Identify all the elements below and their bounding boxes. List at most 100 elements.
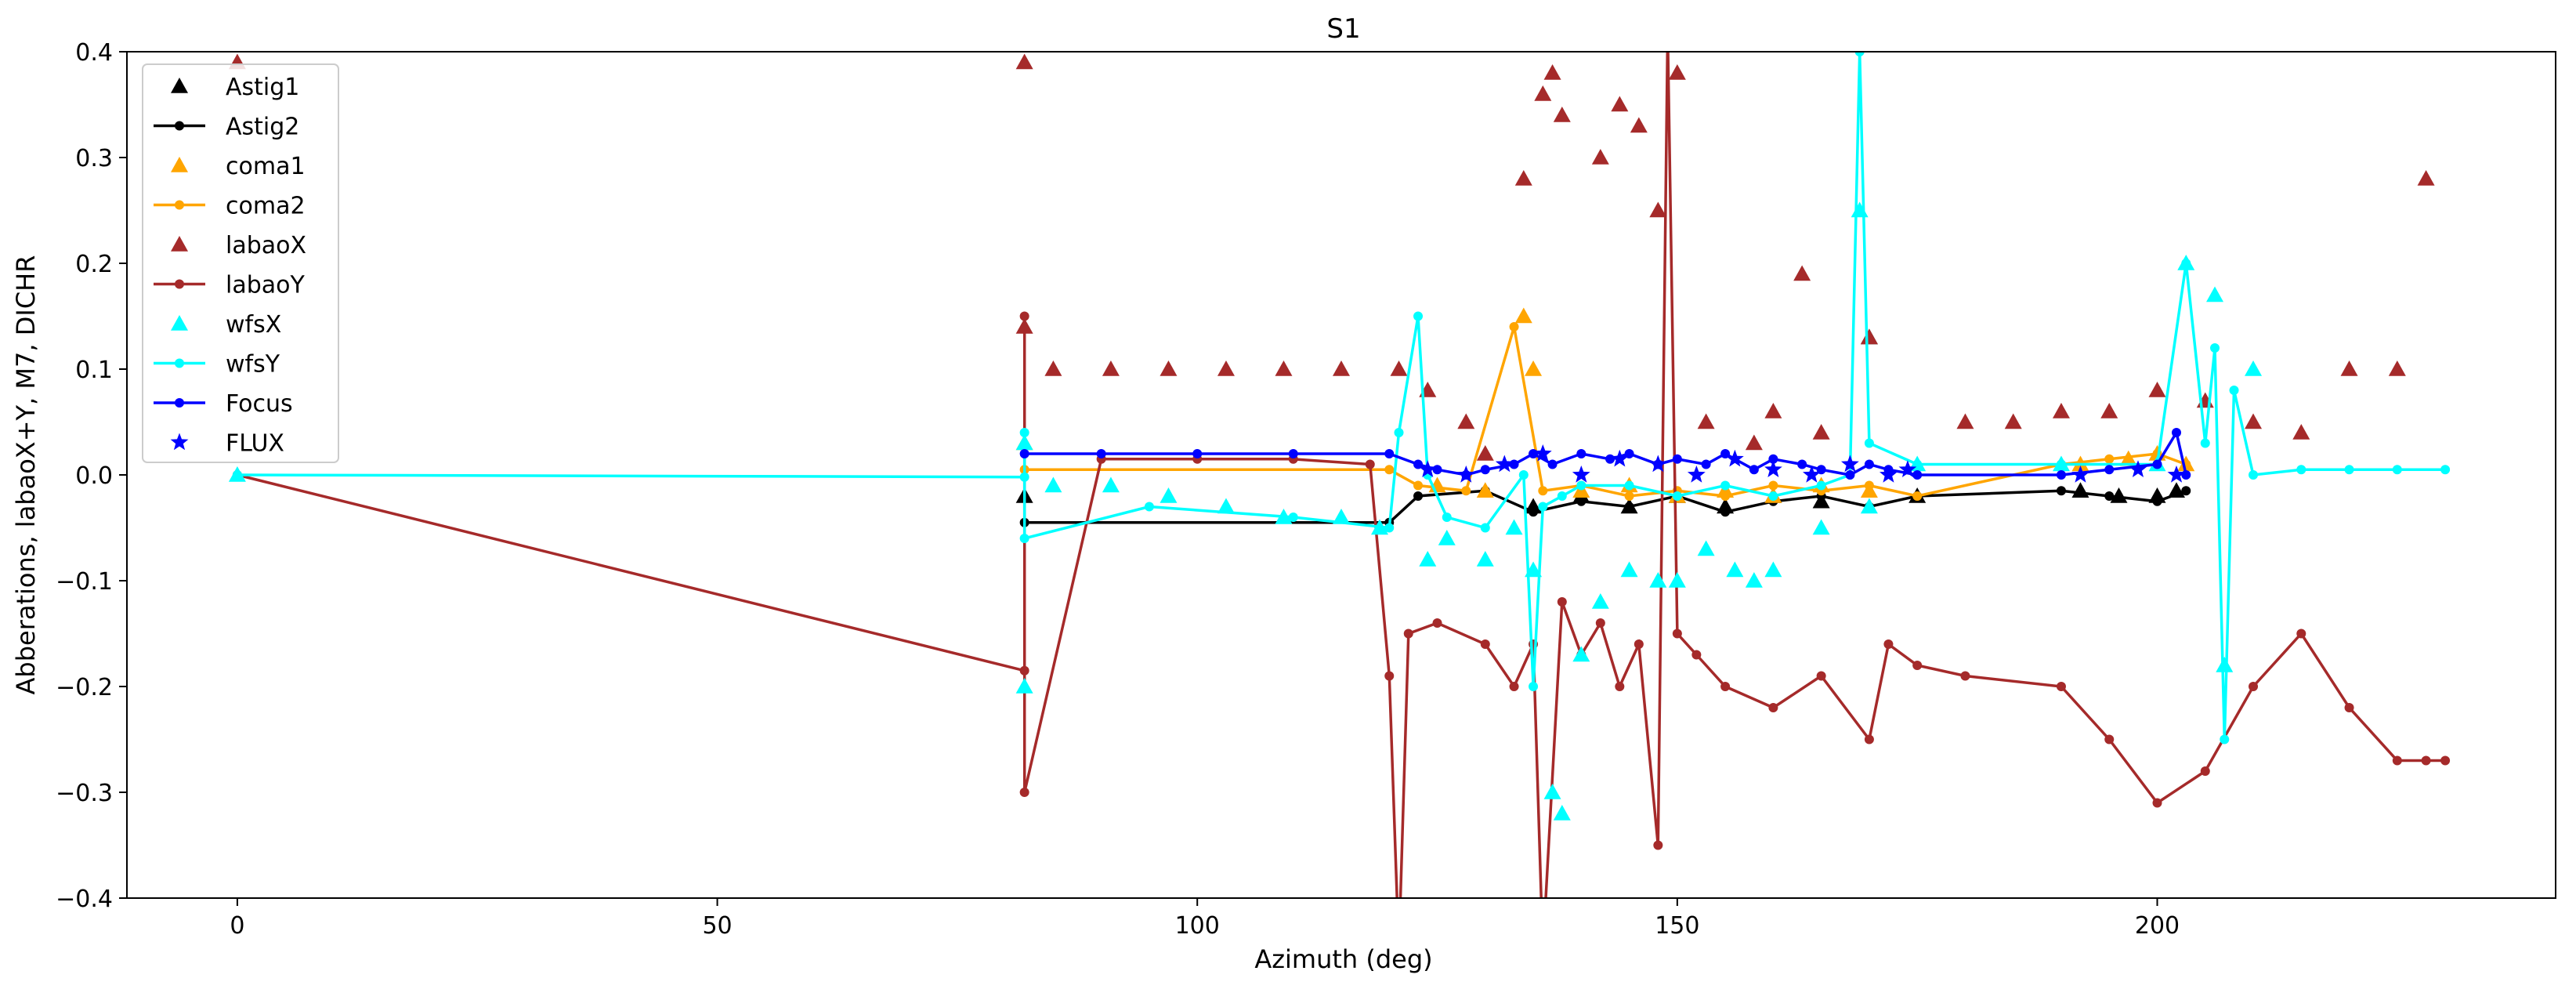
point-labaox: [1217, 360, 1235, 376]
point-wfsy: [1557, 491, 1567, 501]
point-wfsy: [1720, 480, 1731, 491]
point-coma2: [1538, 486, 1548, 496]
point-focus: [1384, 449, 1395, 458]
legend-item-astig1: Astig1: [171, 74, 299, 101]
point-wfsx: [1217, 498, 1235, 514]
point-focus: [1864, 459, 1874, 469]
point-wfsx: [1812, 519, 1830, 535]
point-flux: [1726, 449, 1744, 467]
point-labaoy: [1663, 26, 1673, 35]
point-coma2: [2104, 454, 2115, 464]
point-astig2: [2104, 491, 2115, 501]
point-labaoy: [1019, 788, 1029, 797]
y-tick-label: −0.2: [56, 674, 113, 701]
point-labaoy: [1595, 618, 1605, 628]
point-wfsy: [1394, 428, 1404, 437]
x-axis-label: Azimuth (deg): [1254, 944, 1432, 974]
point-wfsx: [1015, 678, 1033, 694]
point-wfsx: [1333, 509, 1350, 524]
point-labaoy: [1816, 671, 1826, 681]
point-labaox: [2052, 403, 2070, 418]
point-labaox: [1668, 64, 1686, 80]
point-focus: [1432, 465, 1442, 475]
point-wfsy: [1019, 534, 1029, 543]
point-focus: [2056, 470, 2066, 480]
point-wfsx: [1726, 561, 1744, 578]
point-flux: [1495, 455, 1514, 473]
legend-label: FLUX: [226, 430, 284, 458]
point-labaoy: [1557, 597, 1567, 607]
point-astig2: [1413, 491, 1424, 501]
point-wfsx: [2206, 286, 2224, 302]
legend: Astig1 Astig2 coma1 coma2 labaoX labaoY wfsX wf…: [142, 63, 339, 463]
point-labaox: [1543, 64, 1561, 80]
y-tick-label: 0.0: [75, 462, 113, 490]
point-labaox: [1476, 445, 1494, 461]
legend-marker: [171, 157, 188, 172]
point-labaox: [1793, 265, 1811, 281]
point-wfsy: [1518, 470, 1529, 480]
point-coma1: [1525, 360, 1543, 376]
point-flux: [1648, 455, 1667, 473]
point-wfsy: [1019, 428, 1029, 437]
point-labaoy: [1768, 703, 1778, 712]
point-labaoy: [2296, 629, 2306, 639]
point-flux: [1841, 455, 1859, 473]
legend-label: labaoX: [226, 232, 306, 259]
point-wfsy: [232, 470, 242, 480]
point-focus: [1576, 449, 1586, 458]
point-coma2: [1384, 465, 1395, 475]
legend-marker: [175, 200, 184, 210]
point-astig1: [2071, 482, 2089, 498]
point-coma2: [1624, 491, 1634, 501]
point-flux: [1418, 460, 1437, 477]
legend-item-astig2: Astig2: [154, 114, 299, 141]
point-labaox: [1514, 170, 1532, 186]
point-focus: [1480, 465, 1490, 475]
point-wfsx: [1572, 646, 1590, 662]
series-flux: [1418, 444, 2186, 483]
point-astig2: [1720, 507, 1731, 517]
point-focus: [1768, 454, 1778, 464]
point-focus: [1605, 454, 1615, 464]
point-labaoy: [2249, 682, 2259, 691]
point-labaoy: [1019, 665, 1029, 676]
y-tick-label: −0.1: [56, 568, 113, 596]
y-tick-label: −0.3: [56, 780, 113, 807]
x-tick-label: 150: [1655, 912, 1699, 940]
point-labaoy: [1538, 947, 1547, 956]
point-labaox: [1764, 403, 1782, 418]
point-labaox: [1390, 360, 1408, 376]
point-labaoy: [1883, 639, 1894, 649]
legend-item-flux: FLUX: [170, 430, 284, 458]
point-flux: [1533, 444, 1552, 462]
point-wfsy: [2056, 459, 2066, 469]
point-wfsy: [2229, 386, 2239, 395]
legend-label: coma1: [226, 153, 306, 180]
legend-item-coma1: coma1: [171, 153, 306, 180]
point-labaoy: [2421, 755, 2431, 766]
point-wfsy: [1442, 513, 1452, 522]
point-astig2: [1624, 502, 1634, 512]
point-wfsy: [2220, 734, 2230, 744]
point-wfsy: [2200, 438, 2210, 448]
point-wfsy: [1576, 480, 1586, 491]
point-wfsy: [1624, 480, 1634, 491]
point-wfsx: [1668, 572, 1686, 588]
point-focus: [2104, 465, 2115, 475]
point-labaox: [1591, 149, 1609, 165]
point-labaox: [2004, 413, 2022, 429]
point-labaoy: [1365, 459, 1375, 469]
point-labaoy: [1403, 629, 1413, 639]
point-labaox: [1534, 85, 1552, 101]
legend-label: wfsX: [226, 311, 281, 339]
point-wfsx: [2216, 657, 2234, 672]
point-wfsx: [1697, 540, 1715, 556]
point-labaox: [1457, 413, 1475, 429]
point-labaox: [1333, 360, 1350, 376]
point-labaox: [1102, 360, 1120, 376]
legend-label: Astig1: [226, 74, 299, 101]
legend-label: wfsY: [226, 351, 280, 379]
point-wfsx: [1851, 201, 1869, 218]
